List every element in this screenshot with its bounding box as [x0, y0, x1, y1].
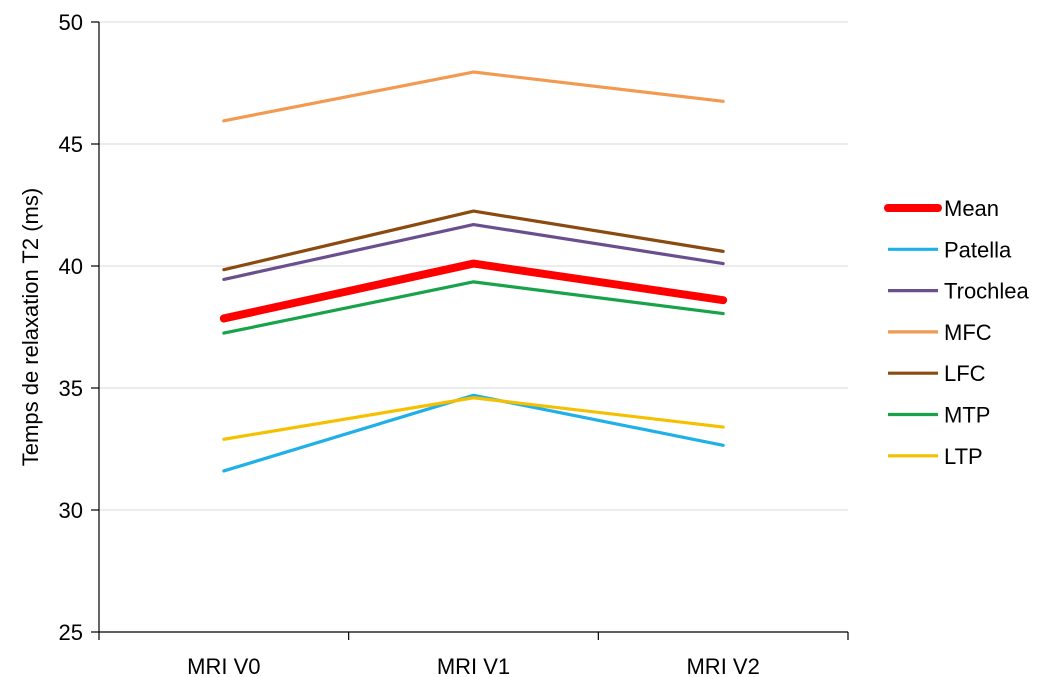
- series-line-patella: [222, 393, 725, 473]
- series-line-mfc: [222, 70, 725, 123]
- y-axis-label: Temps de relaxation T2 (ms): [18, 188, 43, 466]
- legend: Mean Patella Trochlea MFC LFC MTP LTP: [884, 196, 1030, 469]
- x-tick-label: MRI V1: [437, 654, 510, 677]
- series-line-mtp: [222, 280, 725, 335]
- y-tick-label: 50: [59, 10, 83, 35]
- y-tick-label: 45: [59, 132, 83, 157]
- axes: [91, 21, 849, 640]
- legend-label-mean: Mean: [944, 196, 999, 221]
- series-line-trochlea: [222, 222, 725, 282]
- series-lines: [219, 70, 728, 473]
- x-tick-labels: MRI V0 MRI V1 MRI V2: [187, 654, 760, 677]
- legend-label-mfc: MFC: [944, 320, 992, 345]
- legend-label-patella: Patella: [944, 237, 1012, 262]
- y-tick-label: 25: [59, 620, 83, 645]
- legend-label-lfc: LFC: [944, 361, 986, 386]
- y-tick-label: 40: [59, 254, 83, 279]
- legend-label-ltp: LTP: [944, 444, 983, 469]
- y-tick-label: 30: [59, 498, 83, 523]
- y-tick-labels: 25 30 35 40 45 50: [59, 10, 83, 645]
- series-line-ltp: [222, 396, 725, 441]
- y-tick-label: 35: [59, 376, 83, 401]
- series-line-mean: [219, 259, 728, 323]
- legend-label-trochlea: Trochlea: [944, 279, 1030, 304]
- series-line-lfc: [222, 209, 725, 272]
- legend-label-mtp: MTP: [944, 403, 990, 428]
- x-tick-label: MRI V2: [686, 654, 759, 677]
- x-tick-label: MRI V0: [187, 654, 260, 677]
